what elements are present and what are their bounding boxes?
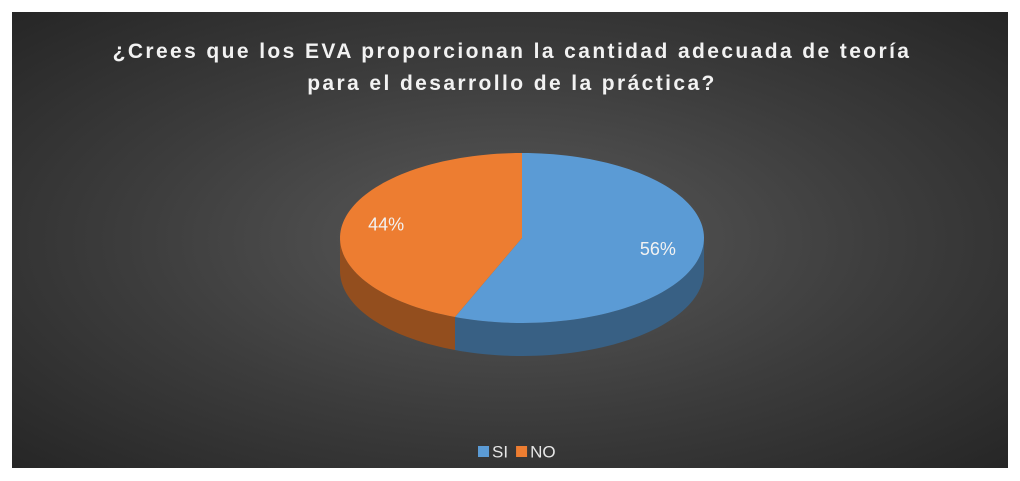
legend-label: NO [530,442,556,461]
chart-title: ¿Crees que los EVA proporcionan la canti… [112,40,912,95]
slice [455,153,704,323]
data-label: 56% [640,239,676,259]
legend-swatch [516,446,528,457]
slice-side [340,238,456,351]
slice [340,153,522,318]
legend-swatch [478,446,489,457]
slice-side [455,238,704,356]
data-label: 44% [368,215,404,235]
legend-label: SI [492,442,508,461]
